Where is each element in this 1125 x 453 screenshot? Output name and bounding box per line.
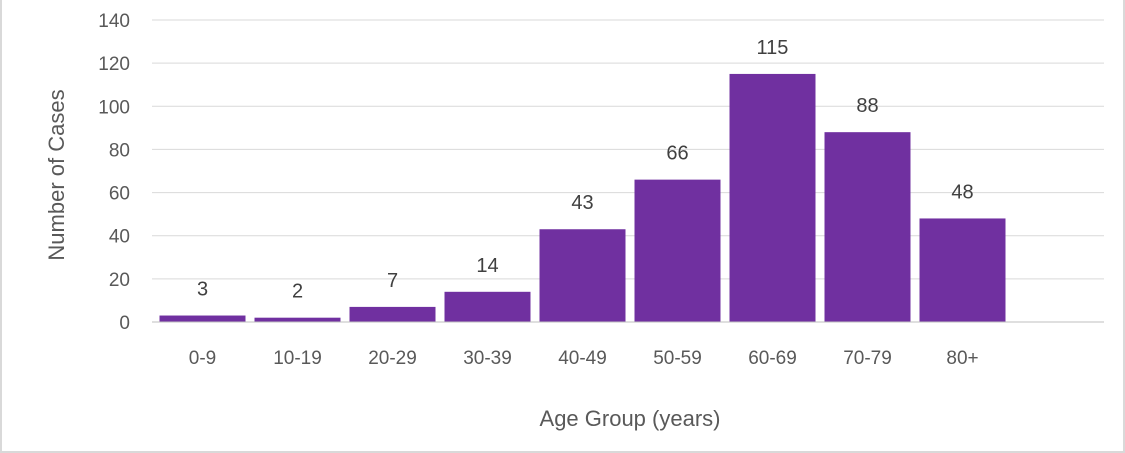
- bar: [254, 317, 341, 322]
- bar: [824, 132, 911, 322]
- x-tick-label: 40-49: [558, 348, 607, 369]
- x-tick-label: 70-79: [843, 348, 892, 369]
- bar-value-label: 66: [666, 143, 688, 165]
- bar-value-label: 88: [856, 95, 878, 117]
- y-tick-label: 0: [119, 313, 130, 334]
- y-tick-label: 120: [98, 54, 130, 75]
- y-axis-title: Number of Cases: [44, 89, 69, 260]
- bar-value-label: 3: [197, 279, 208, 301]
- bar: [444, 291, 531, 322]
- y-tick-label: 60: [109, 184, 130, 205]
- x-tick-label: 10-19: [273, 348, 322, 369]
- bar-value-label: 115: [757, 37, 789, 59]
- bar: [159, 315, 246, 322]
- x-tick-label: 80+: [946, 348, 978, 369]
- x-tick-label: 50-59: [653, 348, 702, 369]
- x-tick-label: 60-69: [748, 348, 797, 369]
- bar-value-label: 14: [476, 255, 498, 277]
- y-tick-label: 100: [98, 97, 130, 118]
- bars: [159, 73, 1006, 322]
- bar: [539, 229, 626, 322]
- bar-value-label: 48: [951, 181, 973, 203]
- y-tick-label: 80: [109, 140, 130, 161]
- x-tick-label: 30-39: [463, 348, 512, 369]
- y-tick-label: 140: [98, 11, 130, 32]
- bar: [919, 218, 1006, 322]
- bar: [349, 306, 436, 322]
- x-tick-label: 0-9: [189, 348, 216, 369]
- x-axis-ticks: 0-9 10-19 20-29 30-39 40-49 50-59 60-69 70-79 80…: [189, 348, 979, 369]
- x-axis-title: Age Group (years): [540, 406, 721, 431]
- bar-value-label: 2: [292, 281, 303, 303]
- x-tick-label: 20-29: [368, 348, 417, 369]
- y-tick-label: 20: [109, 270, 130, 291]
- bar: [729, 73, 816, 322]
- gridlines: [152, 19, 1104, 280]
- bar: [634, 179, 721, 322]
- y-tick-label: 40: [109, 227, 130, 248]
- bar-value-label: 7: [387, 270, 398, 292]
- bar-data-labels: 3 2 7 14 43 66 115 88 48: [197, 37, 974, 303]
- bar-value-label: 43: [571, 192, 593, 214]
- y-axis-ticks: 0 20 40 60 80 100 120 140: [98, 11, 130, 334]
